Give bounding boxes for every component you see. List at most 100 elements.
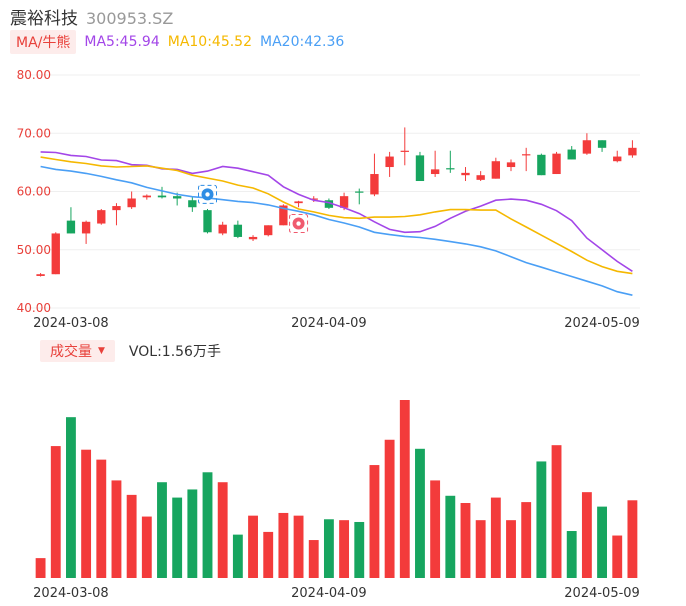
candle	[430, 150, 440, 177]
volume-bar	[263, 531, 274, 578]
candle	[81, 220, 91, 244]
candle-body	[370, 174, 379, 195]
volume-value: VOL:1.56万手	[128, 344, 221, 360]
volume-bar	[354, 521, 365, 578]
volume-bar	[430, 480, 441, 578]
candle	[491, 157, 501, 179]
ma10-line	[40, 156, 633, 275]
candle-body	[264, 225, 273, 236]
volume-bar	[278, 512, 289, 578]
volume-bar	[506, 520, 516, 578]
volume-bar	[66, 417, 76, 578]
candle	[203, 208, 212, 234]
marker-frame	[289, 214, 309, 234]
volume-bar	[157, 482, 167, 578]
candle-body	[142, 195, 151, 198]
candle-body	[324, 200, 334, 208]
ma5-label: MA5:45.94	[84, 34, 160, 50]
candle	[36, 273, 45, 277]
ma20-line	[40, 165, 633, 296]
candle	[400, 127, 409, 166]
candle	[142, 194, 151, 200]
candle-body	[97, 210, 106, 224]
candle-body	[81, 221, 91, 234]
candle	[324, 198, 334, 209]
bear-icon	[198, 184, 218, 204]
candle	[51, 232, 60, 275]
volume-indicator-selector[interactable]: 成交量 ▼	[40, 340, 115, 362]
marker-center	[296, 221, 301, 226]
candle-body	[51, 233, 60, 275]
volume-bar	[460, 503, 471, 578]
y-tick-label: 40.00	[17, 301, 51, 315]
candle-body	[506, 162, 516, 168]
volume-bar	[308, 540, 319, 578]
volume-bar	[126, 494, 137, 578]
volume-bar	[232, 534, 243, 578]
marker-frame	[198, 184, 218, 204]
candle	[597, 140, 607, 152]
x-tick-label: 2024-03-08	[33, 316, 109, 331]
candle-body	[582, 140, 592, 154]
candle	[385, 151, 394, 177]
y-tick-label: 50.00	[17, 243, 51, 257]
volume-bar	[551, 445, 562, 578]
stock-name: 震裕科技	[10, 9, 78, 29]
candle-body	[188, 200, 197, 208]
volume-bar	[415, 448, 425, 578]
candle	[552, 151, 561, 175]
candle	[294, 200, 303, 208]
x-tick-label: 2024-05-09	[564, 316, 640, 331]
candle-body	[628, 147, 637, 156]
candle-body	[537, 154, 546, 176]
candle	[582, 133, 592, 155]
volume-bar	[172, 497, 183, 578]
candle-body	[613, 156, 622, 162]
volume-bar	[187, 489, 198, 578]
candle-body	[567, 149, 576, 160]
volume-bar	[536, 461, 547, 578]
candle-body	[491, 161, 501, 179]
candle-body	[127, 198, 136, 208]
candle-body	[218, 224, 227, 234]
volume-bar	[566, 531, 577, 578]
candle-body	[430, 169, 440, 175]
volume-legend: 成交量 ▼ VOL:1.56万手	[40, 340, 221, 362]
x-tick-label: 2024-04-09	[291, 316, 367, 331]
candle-body	[157, 195, 167, 198]
volume-bar	[475, 520, 486, 578]
volume-bar	[597, 506, 607, 578]
candle-body	[279, 205, 288, 226]
volume-bar	[96, 459, 107, 578]
bull-icon	[289, 214, 309, 234]
ma10-label: MA10:45.52	[167, 34, 253, 50]
candle-body	[552, 153, 561, 175]
ma-indicator-selector[interactable]: MA/牛熊	[10, 30, 77, 54]
y-tick-label: 70.00	[17, 126, 51, 140]
candle	[446, 150, 455, 173]
candle	[628, 140, 637, 158]
candle-body	[446, 168, 455, 170]
volume-indicator-label: 成交量	[50, 344, 92, 360]
ma5-line	[40, 151, 633, 272]
candle-body	[461, 172, 470, 176]
candle-body	[309, 198, 318, 200]
candle	[415, 151, 425, 182]
volume-bar	[202, 472, 213, 578]
candle-body	[415, 155, 425, 182]
candle	[355, 188, 364, 205]
volume-x-tick-label: 2024-05-09	[564, 586, 640, 601]
candle-body	[385, 156, 394, 168]
candle-body	[400, 150, 409, 152]
volume-bar	[217, 482, 228, 578]
candle	[567, 146, 576, 160]
volume-x-tick-label: 2024-04-09	[291, 586, 367, 601]
candle-body	[112, 206, 121, 211]
volume-bar	[339, 520, 350, 578]
candle	[66, 207, 76, 234]
candle-body	[66, 220, 76, 234]
candle	[127, 191, 136, 209]
ma20-label: MA20:42.36	[260, 34, 345, 50]
candle	[112, 203, 121, 226]
